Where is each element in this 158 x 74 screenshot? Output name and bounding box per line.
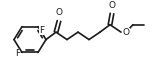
Text: F: F xyxy=(39,26,44,35)
Text: O: O xyxy=(123,28,130,37)
Text: O: O xyxy=(55,8,63,17)
Text: F: F xyxy=(15,49,20,58)
Text: O: O xyxy=(109,1,115,10)
